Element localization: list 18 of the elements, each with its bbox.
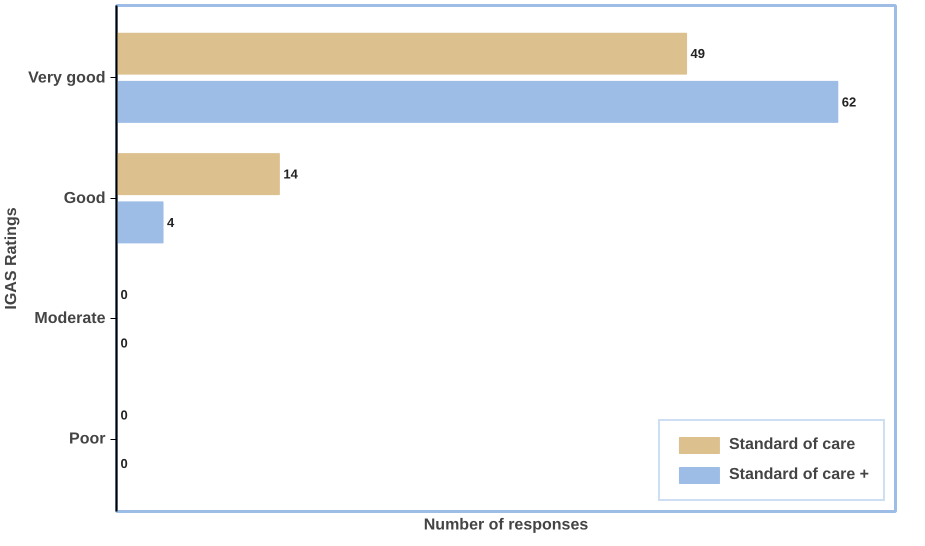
legend-label: Standard of care +	[728, 466, 869, 484]
y-tick-label: Very good	[28, 69, 106, 86]
data-label: 0	[120, 287, 128, 302]
data-label: 0	[120, 335, 128, 350]
y-tick-label: Poor	[69, 430, 106, 448]
bar	[116, 153, 280, 196]
data-label: 0	[120, 408, 128, 423]
data-label: 49	[690, 46, 706, 62]
x-axis-title: Number of responses	[424, 516, 588, 534]
bar	[116, 32, 688, 75]
y-tick-label: Good	[64, 190, 106, 207]
y-tick-label: Moderate	[34, 310, 106, 328]
legend-label: Standard of care	[728, 436, 856, 454]
data-label: 62	[842, 94, 856, 110]
data-label: 0	[120, 456, 128, 471]
data-label: 4	[167, 214, 176, 230]
data-label: 14	[283, 166, 299, 182]
y-axis-title: IGAS Ratings	[3, 207, 20, 310]
